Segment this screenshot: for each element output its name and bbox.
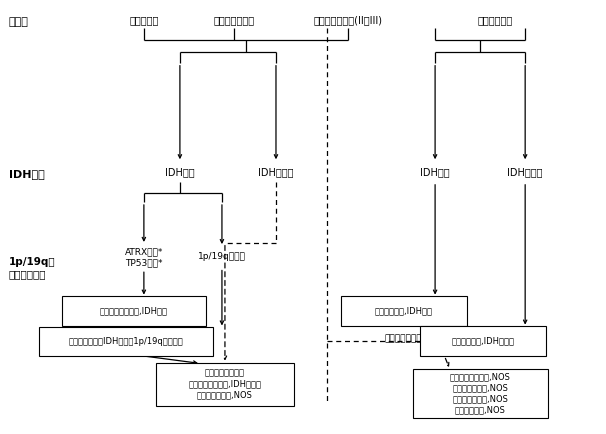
Text: IDH突变: IDH突变 xyxy=(165,167,195,177)
FancyBboxPatch shape xyxy=(156,363,294,405)
Text: IDH情况: IDH情况 xyxy=(8,169,44,179)
FancyBboxPatch shape xyxy=(341,296,467,326)
Text: 组织学: 组织学 xyxy=(8,17,28,27)
FancyBboxPatch shape xyxy=(413,369,548,418)
Text: 少突胶质细胞瘤IDH突变和1p/19q联合缺失: 少突胶质细胞瘤IDH突变和1p/19q联合缺失 xyxy=(68,337,183,346)
Text: 弥漫型星形细胞瘤,NOS
少突胶质细胞瘤,NOS
少突星形细胞瘤,NOS
胶质母细胞瘤,NOS: 弥漫型星形细胞瘤,NOS 少突胶质细胞瘤,NOS 少突星形细胞瘤,NOS 胶质母… xyxy=(450,372,511,414)
Text: IDH野生型: IDH野生型 xyxy=(507,167,543,177)
FancyBboxPatch shape xyxy=(420,326,546,356)
Text: 胶质母细胞瘤,IDH突变: 胶质母细胞瘤,IDH突变 xyxy=(375,307,433,316)
Text: 少突胶质细胞瘤(II和III): 少突胶质细胞瘤(II和III) xyxy=(313,15,382,25)
Text: 排除其他类型后：
弥漫型星形细胞瘤,IDH野生型
少突胶质细胞瘤,NOS: 排除其他类型后： 弥漫型星形细胞瘤,IDH野生型 少突胶质细胞瘤,NOS xyxy=(188,368,261,400)
Text: 弥漫型星形细胞瘤,IDH突变: 弥漫型星形细胞瘤,IDH突变 xyxy=(99,307,168,316)
Text: 未行基因检测或不确定: 未行基因检测或不确定 xyxy=(384,335,438,344)
Text: 1p/19q双丢失: 1p/19q双丢失 xyxy=(198,252,246,261)
Text: 1p/19q和
其他基因参数: 1p/19q和 其他基因参数 xyxy=(8,257,55,279)
Text: 胶质母细胞瘤,IDH野生型: 胶质母细胞瘤,IDH野生型 xyxy=(451,337,514,346)
FancyBboxPatch shape xyxy=(62,296,205,326)
Text: IDH野生型: IDH野生型 xyxy=(258,167,294,177)
Text: IDH突变: IDH突变 xyxy=(421,167,450,177)
Text: ATRX丢失*
TP53突变*: ATRX丢失* TP53突变* xyxy=(125,248,163,268)
Text: 胶质母细胞瘤: 胶质母细胞瘤 xyxy=(478,15,513,25)
Text: 星形细胞瘤: 星形细胞瘤 xyxy=(129,15,159,25)
FancyBboxPatch shape xyxy=(39,327,213,356)
Text: 少突星形细胞瘤: 少突星形细胞瘤 xyxy=(213,15,255,25)
